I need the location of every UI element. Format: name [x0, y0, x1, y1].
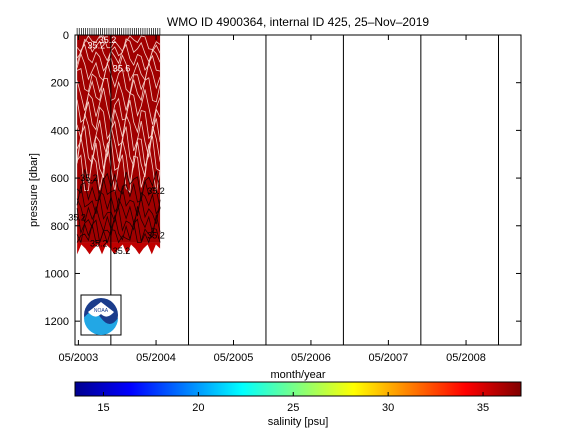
colorbar-ticks: 15 20 25 30 35: [97, 392, 489, 414]
x-tick-label: 05/2008: [446, 352, 486, 364]
x-tick-label: 05/2004: [136, 352, 176, 364]
x-tick-label: 05/2003: [59, 352, 99, 364]
x-axis-label: month/year: [270, 369, 325, 381]
x-tick-label: 05/2005: [214, 352, 254, 364]
contour-line: [76, 77, 161, 111]
contour-label: 35.2: [80, 173, 98, 183]
contour-line: [76, 186, 161, 217]
noaa-logo: NOAA: [80, 294, 122, 336]
chart-title: WMO ID 4900364, internal ID 425, 25–Nov–…: [167, 15, 429, 29]
contour-line: [76, 87, 161, 125]
plot-area: 35.235.235.635.235.235.235.235.235.2 05/…: [45, 28, 522, 364]
contour-label: 35.2: [113, 246, 131, 256]
contour-line: [76, 113, 161, 157]
contour-line: [76, 100, 161, 141]
contour-line: [76, 35, 161, 54]
contour-line: [76, 222, 161, 244]
y-tick-label: 800: [51, 221, 69, 233]
contour-lines: [76, 35, 161, 244]
contour-label: 35.6: [113, 63, 131, 73]
contour-label: 35.2: [88, 41, 106, 51]
colorbar-tick-label: 25: [287, 402, 299, 414]
year-grid-lines: [110, 35, 500, 345]
colorbar-tick-label: 20: [192, 402, 204, 414]
contour-line: [76, 43, 161, 72]
y-axis-ticks: 0 200 400 600 800 1000 1200: [45, 30, 521, 328]
plot-frame: [74, 34, 522, 346]
x-tick-label: 05/2007: [369, 352, 409, 364]
colorbar-gradient: [74, 381, 522, 397]
y-tick-label: 400: [51, 125, 69, 137]
y-tick-label: 200: [51, 78, 69, 90]
contour-label: 35.2: [99, 35, 117, 45]
contour-label: 35.2: [147, 186, 165, 196]
profile-tick-marks: [76, 28, 161, 35]
salinity-field-bottom: [77, 242, 161, 255]
colorbar-tick-label: 15: [97, 402, 109, 414]
x-axis-ticks: 05/2003 05/2004 05/2005 05/2006 05/2007 05/20…: [59, 35, 486, 364]
contour-line: [76, 196, 161, 225]
colorbar-label: salinity [psu]: [268, 416, 329, 428]
contour-label: 35.2: [90, 239, 108, 249]
y-tick-label: 1000: [45, 268, 69, 280]
contour-line: [76, 143, 161, 194]
contour-line: [76, 61, 161, 95]
contour-line: [76, 38, 161, 63]
contour-labels: 35.235.235.635.235.235.235.235.235.2: [68, 35, 164, 256]
contour-label: 35.2: [68, 212, 86, 222]
y-tick-label: 600: [51, 173, 69, 185]
contour-label: 35.2: [147, 230, 165, 240]
y-tick-label: 0: [63, 30, 69, 42]
colorbar-tick-label: 30: [382, 402, 394, 414]
x-tick-label: 05/2006: [291, 352, 331, 364]
y-tick-label: 1200: [45, 316, 69, 328]
logo-text: NOAA: [94, 308, 109, 314]
y-axis-label: pressure [dbar]: [28, 153, 40, 227]
contour-line: [76, 169, 161, 199]
contour-line: [76, 206, 161, 235]
colorbar: 15 20 25 30 35 salinity [psu]: [74, 381, 522, 428]
colorbar-tick-label: 35: [477, 402, 489, 414]
